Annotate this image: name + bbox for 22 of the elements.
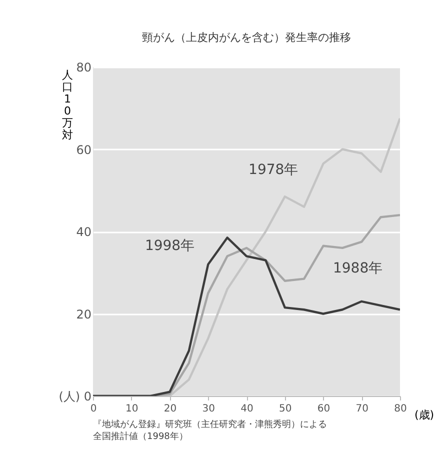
y-tick-label: 80 [76, 60, 92, 74]
y-tick-label: (人) 0 [58, 390, 92, 404]
y-tick-label: 40 [76, 225, 92, 239]
y-axis-title: 人口10万対 [62, 68, 73, 142]
x-tick-label: 40 [240, 404, 254, 414]
x-tick-label: 50 [279, 404, 292, 414]
series-label: 1988年 [332, 260, 383, 277]
y-tick-label: 60 [76, 142, 92, 157]
x-axis-title: (歳) [414, 408, 434, 422]
text: 『地域がん登録』研究班（主任研究者・津熊秀明）による [93, 419, 327, 430]
y-tick-label: 20 [76, 307, 92, 322]
x-tick-label: 60 [317, 404, 330, 414]
x-tick-label: 80 [394, 404, 407, 414]
series-label: 1978年 [248, 162, 298, 178]
x-tick-label: 0 [90, 404, 97, 414]
x-tick-label: 20 [164, 404, 177, 414]
x-tick-label: 70 [356, 404, 368, 414]
text: 全国推計値（1998年） [93, 431, 188, 442]
chart-title: 頸がん（上皮内がんを含む）発生率の推移 [142, 31, 351, 44]
x-tick-label: 30 [202, 404, 215, 414]
x-tick-label: 10 [126, 404, 138, 414]
series-label: 1998年 [144, 238, 195, 254]
